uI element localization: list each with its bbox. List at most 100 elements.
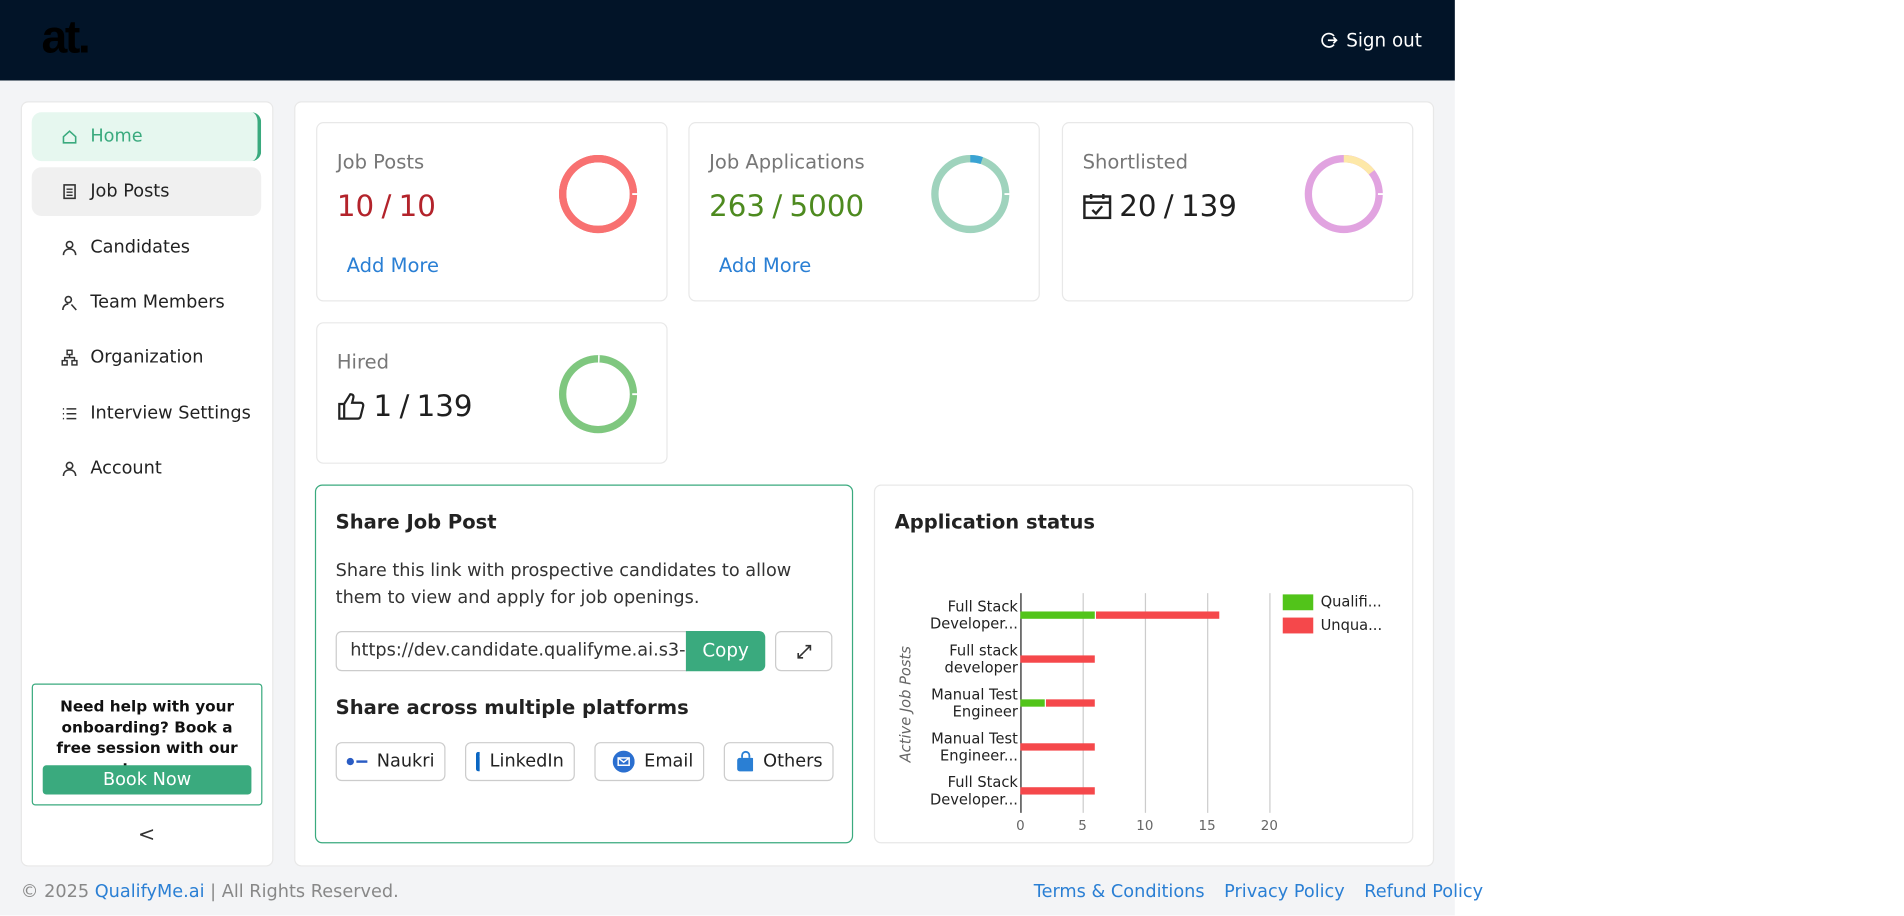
help-box: Need help with your onboarding? Book a f… — [31, 683, 263, 806]
x-tick-label: 0 — [1016, 817, 1025, 834]
legend-swatch — [1282, 593, 1314, 610]
nav-label: Account — [90, 458, 162, 479]
platform-button[interactable]: Naukri — [335, 742, 446, 782]
stat-label: Hired — [336, 350, 389, 374]
y-tick-label: Manual Test Engineer — [931, 685, 1018, 721]
bar — [1020, 699, 1046, 707]
x-tick-label: 5 — [1078, 817, 1087, 834]
grid-line — [1207, 593, 1209, 813]
footer-link[interactable]: Privacy Policy — [1224, 882, 1345, 902]
legend-item[interactable]: Qualifi... — [1282, 593, 1382, 611]
nav-label: Home — [90, 126, 143, 147]
y-tick-label: Full stack developer — [944, 641, 1018, 677]
stat-count: 20 — [1119, 189, 1157, 224]
chart-title: Application status — [894, 510, 1095, 534]
logo[interactable]: at. — [41, 12, 90, 64]
copy-button[interactable]: Copy — [685, 630, 766, 672]
plot: 0 5 10 15 20 Full Stack Developer... Full stac… — [930, 593, 1278, 834]
stat-count: 1 — [373, 389, 393, 424]
book-now-button[interactable]: Book Now — [42, 765, 252, 795]
stat-card: Job Posts 10/10 Add More — [316, 122, 668, 302]
donut — [931, 155, 1012, 234]
donut-segment — [931, 155, 1010, 234]
bar — [1096, 611, 1220, 619]
nav-label: Job Posts — [90, 182, 170, 202]
y-tick-label: Full Stack Developer... — [929, 773, 1018, 808]
grid-line — [1144, 593, 1147, 813]
nav-icon — [62, 407, 77, 419]
nav-icon — [62, 130, 77, 144]
nav-label: Organization — [90, 348, 204, 368]
help-text: Need help with your onboarding? Book a f… — [56, 696, 238, 778]
footer-link[interactable]: Refund Policy — [1364, 882, 1484, 902]
nav-item[interactable]: Account — [32, 444, 261, 493]
stat-total: 139 — [1181, 189, 1237, 224]
add-more[interactable]: Add More — [346, 253, 440, 278]
chart-card: Application status Active Job Posts 0 5 10… — [873, 484, 1414, 844]
nav-label: Candidates — [90, 237, 191, 258]
stat-total: 5000 — [789, 189, 865, 224]
nav-item[interactable]: Organization — [32, 333, 261, 382]
nav-label: Team Members — [90, 292, 225, 313]
donut — [1304, 155, 1386, 234]
stat-value: 10/10 — [337, 189, 436, 223]
calendar-icon — [1083, 194, 1112, 220]
share-description: Share this link with prospective candida… — [335, 561, 792, 608]
platform-label: Naukri — [376, 751, 435, 772]
nav-item[interactable]: Job Posts — [31, 167, 262, 217]
donut — [558, 155, 640, 234]
platform-button[interactable]: Others — [723, 742, 834, 782]
nav-icon — [62, 295, 77, 311]
stat-card: Shortlisted 20/139 — [1061, 122, 1414, 302]
y-axis-label: Active Job Posts — [897, 646, 915, 763]
stat-value: 1/139 — [337, 389, 473, 424]
sign-out-label: Sign out — [1346, 29, 1422, 52]
nav-item[interactable]: Candidates — [32, 223, 261, 272]
nav-label: Interview Settings — [90, 403, 251, 423]
bar — [1020, 655, 1096, 663]
bar — [1046, 699, 1096, 707]
platform-label: Others — [763, 751, 823, 772]
expand-button[interactable] — [775, 630, 833, 672]
legend-item[interactable]: Unqua... — [1282, 616, 1383, 634]
share-title: Share Job Post — [335, 510, 497, 534]
thumbs-up-icon — [338, 393, 365, 420]
sign-out-icon — [1321, 32, 1338, 48]
footer-link[interactable]: Terms & Conditions — [1033, 882, 1205, 902]
legend-label: Qualifi... — [1320, 593, 1382, 611]
donut-ring — [931, 155, 1010, 234]
expand-icon — [796, 644, 811, 659]
platform-label: Email — [644, 751, 694, 772]
y-tick-label: Manual Test Engineer... — [931, 729, 1018, 765]
stat-separator: / — [381, 189, 392, 224]
share-card: Share Job Post Share this link with pros… — [314, 484, 854, 844]
sign-out[interactable]: Sign out — [1321, 29, 1422, 51]
donut — [558, 355, 640, 434]
others-icon — [737, 750, 754, 772]
linkedin-icon — [475, 751, 480, 772]
legend-label: Unqua... — [1320, 616, 1383, 634]
stat-value: 263/5000 — [709, 189, 864, 223]
stat-separator: / — [772, 189, 783, 224]
add-more[interactable]: Add More — [718, 253, 812, 278]
platform-label: LinkedIn — [489, 751, 564, 772]
share-link[interactable]: https://dev.candidate.qualifyme.ai.s3-we… — [335, 630, 688, 672]
collapse-button[interactable]: < — [137, 822, 156, 848]
y-tick-label: Full Stack Developer... — [929, 598, 1018, 633]
stat-count: 263 — [709, 189, 766, 224]
platform-button[interactable]: Email — [594, 742, 705, 782]
footer-copyright: © 2025 QualifyMe.ai | All Rights Reserve… — [21, 882, 399, 902]
copyright: © 2025 — [20, 882, 90, 902]
x-tick-label: 15 — [1198, 817, 1216, 834]
nav-item[interactable]: Interview Settings — [32, 389, 261, 438]
header: at. Sign out — [0, 0, 1455, 81]
nav-item[interactable]: Team Members — [32, 278, 261, 327]
x-tick-label: 10 — [1136, 817, 1154, 834]
platform-button[interactable]: LinkedIn — [465, 742, 575, 782]
nav-icon — [62, 461, 77, 476]
footer-links: Terms & Conditions Privacy Policy Refund… — [1034, 882, 1483, 902]
brand-link[interactable]: QualifyMe.ai — [94, 882, 205, 902]
nav-item[interactable]: Home — [31, 112, 262, 162]
donut-ring — [558, 355, 638, 434]
